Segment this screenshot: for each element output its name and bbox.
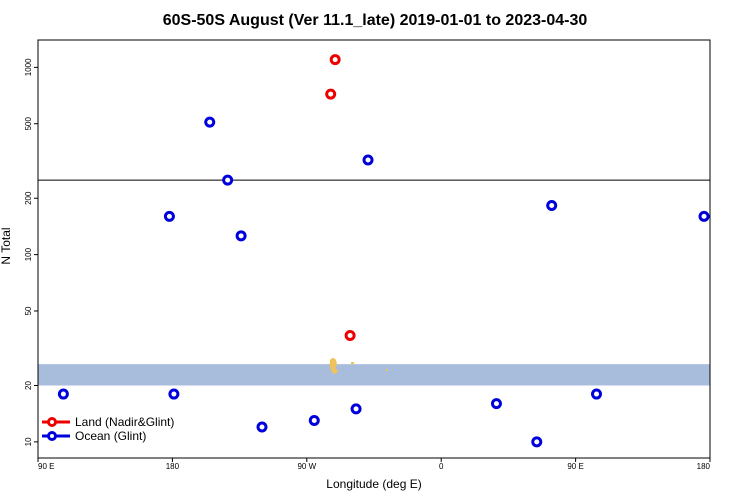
- data-points: [57, 54, 710, 448]
- y-axis: 10 20 50 100 200 500 1000: [24, 58, 38, 446]
- chart-title: 60S-50S August (Ver 11.1_late) 2019-01-0…: [163, 12, 588, 29]
- legend-marker: [47, 417, 57, 427]
- x-tick-label: 0: [439, 462, 444, 471]
- y-tick-label: 10: [24, 437, 33, 446]
- x-axis: 90 E 180 90 W 0 90 E 180: [37, 458, 711, 471]
- y-tick-label: 1000: [24, 58, 33, 76]
- legend-label: Ocean (Glint): [75, 429, 146, 443]
- ocean-data-point: [222, 174, 234, 186]
- x-tick-label: 90 E: [567, 462, 583, 471]
- x-tick-label: 180: [166, 462, 180, 471]
- landmass-blob: [329, 358, 338, 374]
- legend-label: Land (Nadir&Glint): [75, 415, 174, 429]
- ocean-data-point: [490, 398, 502, 410]
- ocean-data-point: [163, 210, 175, 222]
- ocean-data-point: [350, 403, 362, 415]
- land-data-point: [329, 54, 341, 66]
- ocean-data-point: [698, 210, 710, 222]
- x-tick-label: 180: [697, 462, 711, 471]
- x-tick-label: 90 E: [38, 462, 54, 471]
- land-speck: [386, 369, 388, 371]
- ocean-data-point: [168, 388, 180, 400]
- ocean-data-point: [362, 154, 374, 166]
- land-data-point: [325, 88, 337, 100]
- ocean-data-point: [57, 388, 69, 400]
- y-tick-label: 100: [24, 247, 33, 261]
- plot-area-frame: [37, 39, 711, 459]
- x-tick-label: 90 W: [297, 462, 316, 471]
- x-axis-label: Longitude (deg E): [326, 477, 421, 491]
- ocean-data-point: [546, 199, 558, 211]
- land-speck: [351, 362, 354, 364]
- y-tick-label: 500: [24, 117, 33, 131]
- ocean-data-point: [235, 230, 247, 242]
- shaded-band: [38, 364, 710, 386]
- land-data-point: [344, 329, 356, 341]
- y-axis-label: N Total: [0, 227, 13, 264]
- ocean-data-point: [256, 421, 268, 433]
- y-tick-label: 50: [24, 306, 33, 315]
- ocean-data-point: [531, 436, 543, 448]
- legend: Land (Nadir&Glint)Ocean (Glint): [42, 415, 174, 443]
- shaded-band-layer: [38, 364, 710, 386]
- legend-marker: [47, 431, 57, 441]
- land-outline: [329, 358, 388, 374]
- ocean-data-point: [591, 388, 603, 400]
- ocean-data-point: [204, 116, 216, 128]
- y-tick-label: 20: [24, 380, 33, 389]
- ocean-data-point: [308, 415, 320, 427]
- y-tick-label: 200: [24, 191, 33, 205]
